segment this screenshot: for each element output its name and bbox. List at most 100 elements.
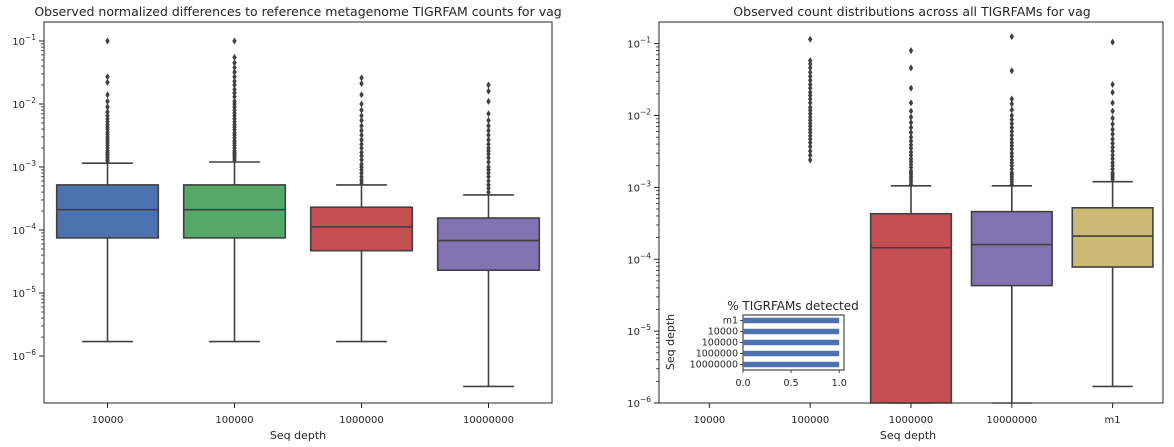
left-outlier-point	[105, 73, 110, 81]
left-outlier-point	[232, 77, 237, 85]
left-outlier-point	[486, 158, 491, 166]
left-outlier-point	[359, 179, 364, 187]
left-outlier-point	[486, 122, 491, 130]
right-outlier-point	[1009, 124, 1014, 132]
right-outlier-point	[908, 151, 914, 159]
left-plot-frame	[43, 21, 553, 404]
right-x-tick-label: m1	[1105, 415, 1121, 426]
left-outlier-point	[486, 177, 491, 185]
left-x-tick-label: 100000	[215, 415, 253, 426]
right-outlier-point	[808, 151, 813, 159]
left-outlier-point	[486, 81, 491, 89]
right-outlier-point	[1009, 145, 1014, 153]
right-outlier-point	[1110, 114, 1115, 122]
right-y-tick-label: 10−4	[627, 251, 651, 266]
inset-y-tick-label: 1000000	[696, 349, 738, 360]
right-outlier-point	[1009, 115, 1014, 123]
right-outlier-point	[1110, 135, 1115, 143]
right-outlier-point	[808, 147, 813, 155]
left-outlier-point	[359, 131, 364, 139]
right-outlier-point	[1009, 127, 1014, 135]
inset-y-tick-label: 100000	[702, 338, 738, 349]
left-y-tick-label: 10−5	[12, 285, 36, 300]
right-outlier-point	[908, 84, 914, 92]
left-outlier-point	[486, 110, 491, 118]
left-outlier-point	[359, 116, 364, 124]
right-y-tick-label: 10−1	[627, 36, 651, 51]
left-y-axis: 10−6 10−5 10−4 10−3 10−2 10−1	[12, 33, 44, 363]
right-chart-panel: Observed count distributions across all …	[627, 4, 1164, 442]
left-outlier-point	[486, 136, 491, 144]
left-outlier-point	[105, 97, 110, 105]
left-outlier-point	[105, 37, 110, 45]
right-outlier-point	[1110, 107, 1115, 115]
right-outlier-point	[908, 144, 914, 152]
right-x-axis-label: Seq depth	[880, 429, 936, 442]
left-outlier-point	[486, 87, 491, 95]
right-outlier-point	[1009, 131, 1014, 139]
right-outlier-point	[1009, 100, 1014, 108]
right-box-m1	[1071, 206, 1154, 268]
inset-bar-chart: % TIGRFAMs detected Seq depth m110000100…	[664, 299, 865, 398]
left-x-tick-label: 1000000	[339, 415, 384, 426]
left-y-tick-label: 10−4	[12, 222, 36, 237]
right-boxes	[808, 33, 1154, 404]
left-outlier-point	[486, 116, 491, 124]
left-outlier-point	[232, 63, 237, 71]
inset-title: % TIGRFAMs detected	[727, 299, 859, 313]
right-outlier-point	[808, 76, 813, 84]
left-outlier-point	[359, 80, 364, 88]
right-outlier-point	[808, 68, 813, 76]
right-outlier-point	[1009, 106, 1014, 114]
right-outlier-point	[908, 47, 914, 55]
right-x-tick-label: 10000000	[986, 415, 1037, 426]
right-outlier-point	[908, 124, 914, 132]
left-boxes	[55, 37, 541, 388]
right-outlier-point	[908, 133, 914, 141]
inset-y-tick-label: 10000	[708, 327, 738, 338]
right-outlier-point	[1110, 147, 1115, 155]
right-outlier-point	[908, 64, 914, 72]
left-outlier-point	[232, 53, 237, 61]
right-x-tick-label: 1000000	[889, 415, 934, 426]
right-outlier-point	[808, 64, 813, 72]
right-outlier-point	[808, 143, 813, 151]
right-outlier-point	[908, 129, 914, 137]
right-outlier-point	[808, 60, 813, 68]
inset-bars	[743, 317, 840, 368]
left-outlier-point	[359, 152, 364, 160]
right-outlier-point	[1110, 151, 1115, 159]
right-outlier-point	[908, 99, 914, 107]
right-box-1000000	[869, 212, 953, 404]
left-outlier-point	[359, 136, 364, 144]
left-outlier-point	[359, 156, 364, 164]
right-outlier-point	[1110, 143, 1115, 151]
left-outlier-point	[359, 144, 364, 152]
right-outlier-point	[1110, 175, 1115, 183]
right-outlier-point	[808, 95, 813, 103]
inset-bar-100000	[743, 339, 840, 346]
inset-x-tick-label: 0.0	[735, 378, 750, 389]
left-chart-panel: Observed normalized differences to refer…	[12, 4, 561, 442]
left-outlier-point	[486, 154, 491, 162]
right-outlier-point	[1009, 112, 1014, 120]
left-outlier-point	[486, 97, 491, 105]
right-outlier-point	[1009, 152, 1014, 160]
left-outlier-point	[105, 108, 110, 116]
right-outlier-point	[1110, 125, 1115, 133]
left-outlier-point	[486, 140, 491, 148]
inset-y-tick-label: 10000000	[690, 360, 738, 371]
left-outlier-point	[232, 89, 237, 97]
left-x-tick-label: 10000000	[463, 415, 514, 426]
left-outlier-point	[359, 126, 364, 134]
right-outlier-point	[808, 72, 813, 80]
inset-y-tick-label: m1	[723, 316, 738, 327]
right-outlier-point	[1009, 135, 1014, 143]
left-outlier-point	[105, 91, 110, 99]
left-outlier-point	[232, 93, 237, 101]
inset-bar-m1	[743, 317, 840, 324]
right-outlier-point	[1110, 139, 1115, 147]
left-outlier-point	[359, 106, 364, 114]
